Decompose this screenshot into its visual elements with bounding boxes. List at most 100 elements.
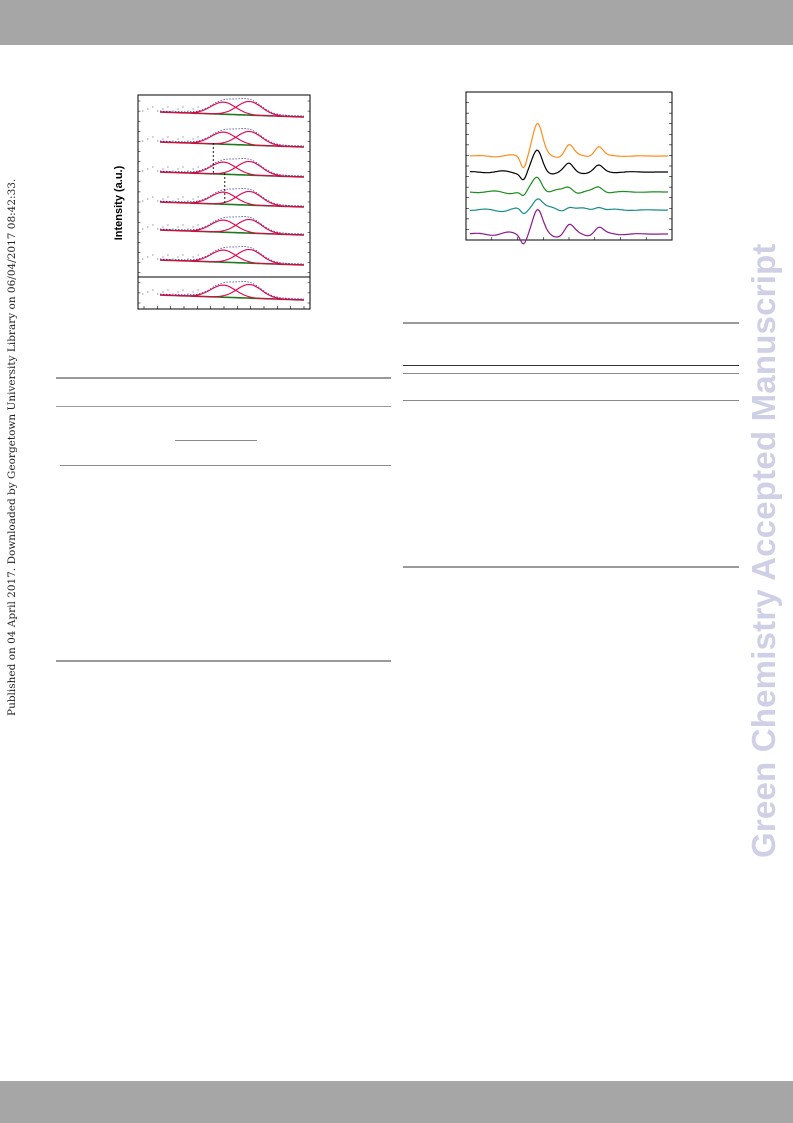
spectra-figure [465, 91, 673, 245]
raw-data-point [156, 140, 159, 142]
spectrum-series [469, 176, 668, 197]
raw-data-point [192, 168, 194, 170]
fit-envelope [159, 246, 305, 265]
raw-data-point [167, 106, 169, 108]
table2-rule-top [403, 322, 739, 324]
spectrum-series [470, 149, 668, 181]
table2-rule-header [403, 365, 739, 366]
raw-data-point [177, 168, 179, 170]
watermark-text: Green Chemistry Accepted Manuscript [745, 243, 782, 858]
raw-data-point [182, 224, 184, 226]
raw-data-point [146, 256, 149, 258]
raw-data-point [187, 110, 189, 112]
spectrum-panel [141, 216, 305, 236]
raw-data-point [162, 226, 164, 228]
raw-data-point [187, 140, 189, 142]
table-rule-top [56, 377, 391, 379]
fit-peak-2 [159, 100, 305, 118]
xps-figure: Intensity (a.u.) [113, 94, 311, 310]
raw-data-point [182, 166, 184, 168]
raw-data-point [197, 106, 200, 108]
raw-data-point [182, 196, 184, 198]
raw-data-point [162, 198, 164, 200]
raw-data-point [156, 110, 159, 112]
raw-data-point [156, 258, 159, 260]
fit-envelope [159, 188, 305, 207]
raw-data-point [187, 170, 189, 172]
table2-rule-mid [403, 400, 739, 401]
fit-peak-2 [159, 130, 305, 148]
raw-data-point [146, 168, 149, 170]
raw-data-point [146, 198, 149, 200]
raw-data-point [182, 106, 184, 108]
header-bar [0, 0, 793, 45]
spectrum-series [469, 122, 668, 169]
fit-peak-2 [159, 160, 305, 178]
raw-data-point [177, 226, 179, 228]
spectrum-panel [141, 188, 305, 208]
raw-data-point [177, 138, 179, 140]
raw-data-point [192, 138, 194, 140]
raw-data-point [182, 136, 184, 138]
raw-data-point [141, 228, 144, 230]
raw-data-point [141, 200, 144, 202]
spectrum-panel [141, 246, 305, 266]
fit-envelope [159, 128, 305, 147]
raw-data-point [162, 108, 164, 110]
table-rule-mid [60, 465, 391, 466]
raw-data-point [172, 110, 174, 112]
raw-data-point [172, 200, 174, 202]
fit-envelope [159, 98, 305, 117]
raw-data-point [151, 136, 154, 138]
raw-data-point [187, 228, 189, 230]
raw-data-point [177, 291, 179, 293]
raw-data-point [151, 196, 154, 198]
raw-data-point [197, 254, 200, 256]
raw-data-point [192, 226, 194, 228]
raw-data-point [162, 256, 164, 258]
raw-data-point [151, 166, 154, 168]
raw-data-point [192, 291, 194, 293]
fit-peak-2 [159, 248, 305, 266]
raw-data-point [162, 291, 164, 293]
raw-data-point [167, 254, 169, 256]
raw-data-point [151, 289, 154, 291]
raw-data-point [177, 108, 179, 110]
raw-data-point [197, 224, 200, 226]
raw-data-point [141, 293, 144, 295]
plot-frame [465, 91, 673, 241]
raw-data-point [151, 254, 154, 256]
raw-data-point [172, 228, 174, 230]
spectrum-series [469, 208, 668, 245]
raw-data-point [167, 166, 169, 168]
raw-data-point [197, 136, 200, 138]
raw-data-point [151, 224, 154, 226]
fit-peak-2 [159, 283, 305, 301]
raw-data-point [182, 254, 184, 256]
spectrum-panel [141, 281, 305, 301]
fit-envelope [159, 158, 305, 177]
spectrum-panel [141, 128, 305, 148]
raw-data-point [141, 170, 144, 172]
spectrum-series [469, 198, 669, 215]
raw-data-point [187, 200, 189, 202]
raw-data-point [172, 293, 174, 295]
raw-data-point [156, 228, 159, 230]
raw-data-point [162, 168, 164, 170]
raw-data-point [146, 291, 149, 293]
raw-data-point [177, 256, 179, 258]
raw-data-point [141, 258, 144, 260]
raw-data-point [156, 170, 159, 172]
spectrum-panel [141, 98, 305, 118]
raw-data-point [192, 108, 194, 110]
spectrum-panel [141, 158, 305, 178]
fit-peak-2 [159, 218, 305, 236]
fit-peak-2 [159, 190, 305, 208]
raw-data-point [141, 110, 144, 112]
publication-note: Published on 04 April 2017. Downloaded b… [6, 178, 18, 716]
raw-data-point [172, 140, 174, 142]
raw-data-point [197, 196, 200, 198]
raw-data-point [167, 196, 169, 198]
table2-rule-bottom [403, 566, 739, 568]
fit-envelope [159, 216, 305, 235]
